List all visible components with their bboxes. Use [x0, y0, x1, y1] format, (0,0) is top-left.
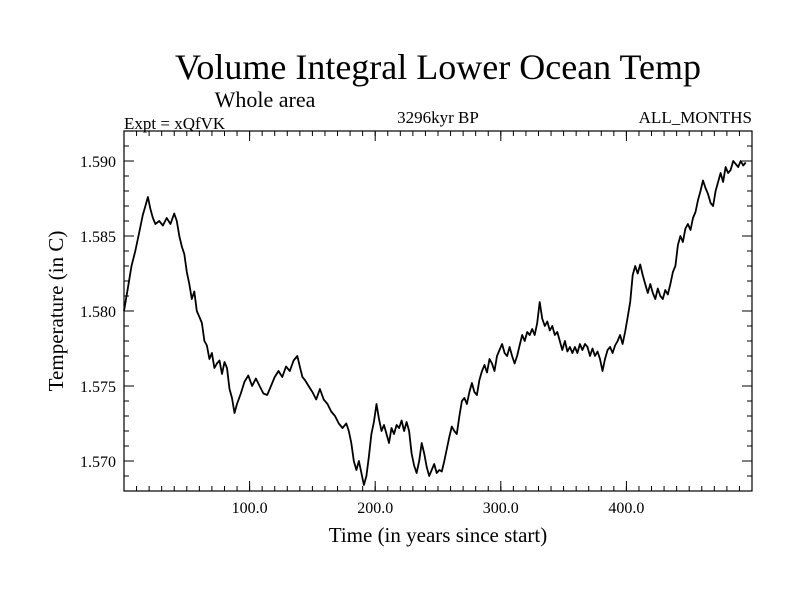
axis-ticks	[124, 131, 752, 491]
experiment-label: Expt = xQfVK	[124, 114, 226, 133]
y-tick-label: 1.590	[80, 154, 116, 171]
x-tick-label: 300.0	[483, 500, 519, 517]
axis-tick-labels: 100.0 200.0 300.0 400.0 1.570 1.575 1.580 1.585…	[80, 154, 644, 517]
y-tick-label: 1.575	[80, 379, 116, 396]
y-tick-label: 1.570	[80, 454, 116, 471]
y-tick-label: 1.585	[80, 229, 116, 246]
chart-subtitle: Whole area	[215, 87, 316, 112]
x-tick-label: 100.0	[232, 500, 268, 517]
period-label: 3296kyr BP	[397, 108, 479, 127]
x-tick-label: 400.0	[608, 500, 644, 517]
temperature-series-line	[123, 160, 747, 486]
x-tick-label: 200.0	[357, 500, 393, 517]
y-tick-label: 1.580	[80, 304, 116, 321]
y-axis-label: Temperature (in C)	[44, 231, 68, 392]
x-axis-label: Time (in years since start)	[329, 523, 548, 547]
chart-title: Volume Integral Lower Ocean Temp	[175, 47, 701, 87]
plot-frame	[123, 130, 753, 492]
months-label: ALL_MONTHS	[639, 108, 752, 127]
